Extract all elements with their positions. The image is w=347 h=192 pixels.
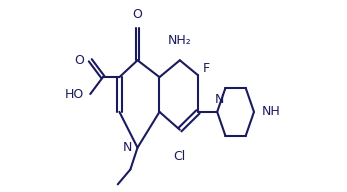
Text: NH₂: NH₂ bbox=[168, 34, 192, 47]
Text: O: O bbox=[133, 8, 143, 21]
Text: O: O bbox=[74, 54, 84, 67]
Text: N: N bbox=[215, 94, 225, 107]
Text: Cl: Cl bbox=[174, 150, 186, 163]
Text: N: N bbox=[123, 141, 132, 154]
Text: F: F bbox=[203, 62, 210, 75]
Text: NH: NH bbox=[262, 105, 281, 118]
Text: HO: HO bbox=[65, 88, 84, 101]
